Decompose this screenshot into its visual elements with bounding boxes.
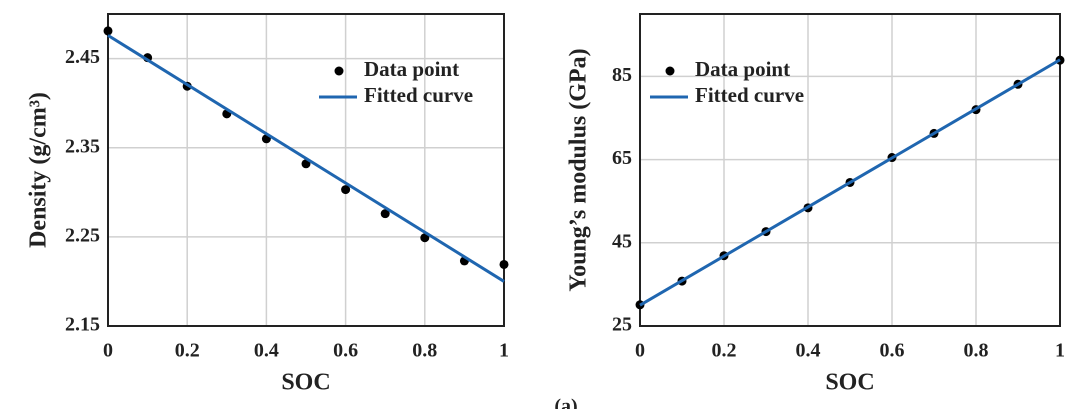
y-tick-label: 45 [612, 230, 632, 252]
fitted-line [639, 58, 1061, 307]
fitted-line [107, 34, 505, 283]
x-tick-label: 0 [103, 340, 113, 362]
x-tick-label: 0.8 [964, 340, 989, 362]
y-tick-label: 85 [612, 64, 632, 86]
y-tick-label: 25 [612, 314, 632, 336]
x-tick-label: 1 [1055, 340, 1065, 362]
legend-label: Data point [364, 57, 459, 81]
x-tick-label: 0.6 [880, 340, 905, 362]
x-tick-label: 0.4 [254, 340, 279, 362]
x-tick-label: 0.4 [796, 340, 821, 362]
x-tick-label: 1 [499, 340, 509, 362]
plot-frame [107, 13, 505, 327]
x-axis-label: SOC [825, 370, 874, 396]
x-tick-label: 0.6 [333, 340, 358, 362]
caption: (a) [554, 396, 577, 409]
y-axis-label: Density (g/cm³) [26, 92, 52, 248]
data-point [103, 26, 113, 36]
x-tick-label: 0.2 [712, 340, 737, 362]
y-tick-label: 65 [612, 147, 632, 169]
legend-marker [665, 66, 675, 76]
y-tick-label: 2.25 [65, 224, 100, 246]
y-tick-label: 2.15 [65, 314, 100, 336]
y-tick-label: 2.35 [65, 135, 100, 157]
legend-marker [334, 66, 344, 76]
y-axis-label: Young’s modulus (GPa) [566, 48, 592, 291]
y-tick-label: 2.45 [65, 46, 100, 68]
legend-label: Data point [695, 57, 790, 81]
plot-frame [639, 13, 1061, 327]
data-point [380, 209, 390, 219]
x-axis-label: SOC [281, 370, 330, 396]
data-point [341, 185, 351, 195]
legend-label: Fitted curve [364, 83, 473, 107]
data-point [499, 259, 509, 269]
data-point [420, 233, 430, 243]
x-tick-label: 0.2 [175, 340, 200, 362]
x-tick-label: 0 [635, 340, 645, 362]
legend-label: Fitted curve [695, 83, 804, 107]
x-tick-label: 0.8 [412, 340, 437, 362]
